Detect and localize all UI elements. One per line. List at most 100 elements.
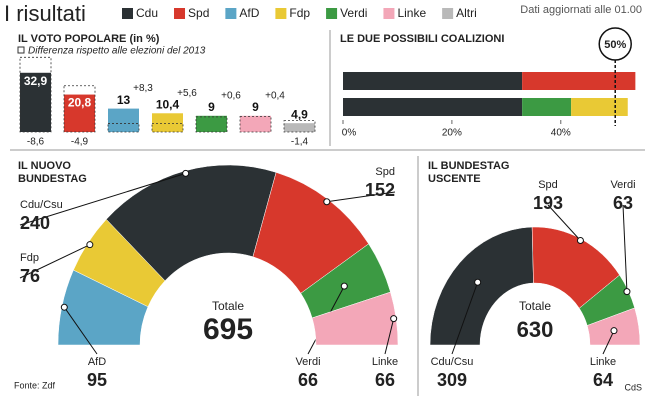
value-label: 9 bbox=[252, 100, 259, 114]
legend-label: Verdi bbox=[340, 6, 367, 20]
seat-party: Linke bbox=[372, 356, 398, 368]
x-tick-label: 40% bbox=[551, 128, 571, 139]
leader-line bbox=[602, 330, 615, 355]
leader-dot bbox=[623, 288, 631, 296]
seat-party: AfD bbox=[88, 356, 106, 368]
value-label: 9 bbox=[208, 100, 215, 114]
bar bbox=[152, 113, 183, 132]
threshold-badge bbox=[598, 27, 632, 61]
page-title: I risultati bbox=[4, 1, 86, 26]
seat-count: 64 bbox=[593, 370, 613, 390]
leader-dot bbox=[474, 278, 482, 286]
previous-outline bbox=[63, 85, 96, 133]
leader-dot bbox=[576, 236, 584, 244]
value-label: 4,9 bbox=[291, 107, 308, 121]
leader-dot bbox=[390, 315, 398, 323]
seat-count: 63 bbox=[613, 193, 633, 213]
seat-party: Spd bbox=[538, 179, 558, 191]
x-tick-label: 0% bbox=[342, 128, 357, 139]
legend-swatch bbox=[122, 8, 133, 19]
section-title: IL VOTO POPOLARE (in %) bbox=[18, 33, 160, 45]
leader-line bbox=[63, 306, 98, 355]
section-title: LE DUE POSSIBILI COALIZIONI bbox=[340, 33, 504, 45]
seat-count: 240 bbox=[20, 213, 50, 233]
bar-segment bbox=[343, 98, 523, 116]
legend-label: Linke bbox=[397, 6, 426, 20]
update-note: Dati aggiornati alle 01.00 bbox=[520, 4, 642, 16]
leader-line bbox=[547, 204, 581, 241]
threshold-label: 50% bbox=[604, 39, 626, 51]
change-label: +0,4 bbox=[265, 90, 285, 101]
change-label: +5,6 bbox=[177, 88, 197, 99]
bar bbox=[108, 108, 139, 132]
subtitle-box bbox=[17, 46, 25, 54]
change-label: +8,3 bbox=[133, 83, 153, 94]
change-label: -4,9 bbox=[71, 137, 89, 148]
seat-count: 76 bbox=[20, 266, 40, 286]
legend-swatch bbox=[225, 8, 237, 19]
leader-dot bbox=[182, 169, 190, 177]
seat-count: 309 bbox=[437, 370, 467, 390]
seat-count: 193 bbox=[533, 193, 563, 213]
leader-dot bbox=[340, 282, 348, 290]
seat-count: 152 bbox=[365, 180, 395, 200]
seat-segment bbox=[586, 307, 641, 346]
seat-party: Verdi bbox=[610, 179, 635, 191]
bar-segment bbox=[343, 72, 523, 90]
legend-label: Cdu bbox=[136, 6, 158, 20]
seat-party: Verdi bbox=[295, 356, 320, 368]
section-title: BUNDESTAG bbox=[18, 173, 87, 185]
legend-swatch bbox=[383, 8, 395, 19]
bar bbox=[240, 115, 271, 132]
seat-party: Fdp bbox=[20, 252, 39, 264]
bar bbox=[20, 72, 51, 132]
legend-label: Fdp bbox=[289, 6, 310, 20]
legend-label: Altri bbox=[456, 6, 477, 20]
legend-swatch bbox=[326, 8, 338, 19]
previous-outline bbox=[239, 116, 272, 133]
seat-party: Cdu/Csu bbox=[20, 199, 63, 211]
bar bbox=[284, 123, 315, 132]
leader-dot bbox=[86, 241, 94, 249]
leader-line bbox=[19, 172, 186, 226]
source: Fonte: Zdf bbox=[14, 380, 56, 390]
leader-line bbox=[19, 244, 91, 279]
section-title: IL BUNDESTAG bbox=[428, 160, 510, 172]
change-label: -1,4 bbox=[291, 137, 309, 148]
seat-party: Spd bbox=[375, 166, 395, 178]
leader-dot bbox=[610, 327, 618, 335]
legend-label: Spd bbox=[188, 6, 209, 20]
seat-party: Linke bbox=[590, 356, 616, 368]
leader-line bbox=[451, 282, 479, 355]
section-subtitle: Differenza rispetto alle elezioni del 20… bbox=[28, 46, 206, 57]
value-label: 10,4 bbox=[156, 97, 180, 111]
previous-outline bbox=[283, 120, 316, 133]
bar bbox=[64, 94, 95, 132]
total-value: 630 bbox=[517, 317, 554, 342]
leader-line bbox=[384, 318, 395, 355]
value-label: 20,8 bbox=[68, 96, 92, 110]
legend-swatch bbox=[275, 8, 287, 19]
total-label: Totale bbox=[212, 299, 244, 313]
legend-label: AfD bbox=[239, 6, 259, 20]
leader-dot bbox=[60, 303, 68, 311]
credit: CdS bbox=[624, 382, 642, 392]
leader-line bbox=[622, 204, 628, 292]
bar bbox=[196, 115, 227, 132]
seat-count: 66 bbox=[375, 370, 395, 390]
legend-swatch bbox=[174, 8, 186, 19]
section-title: IL NUOVO bbox=[18, 160, 71, 172]
x-tick-label: 20% bbox=[442, 128, 462, 139]
seat-segment bbox=[105, 164, 277, 282]
bar-segment bbox=[571, 98, 628, 116]
change-label: +0,6 bbox=[221, 90, 241, 101]
bar-segment bbox=[522, 98, 572, 116]
value-label: 32,9 bbox=[24, 74, 48, 88]
leader-dot bbox=[323, 198, 331, 206]
seat-count: 66 bbox=[298, 370, 318, 390]
total-label: Totale bbox=[519, 299, 551, 313]
change-label: -8,6 bbox=[27, 137, 45, 148]
seat-segment bbox=[429, 226, 534, 346]
previous-outline bbox=[19, 56, 52, 133]
